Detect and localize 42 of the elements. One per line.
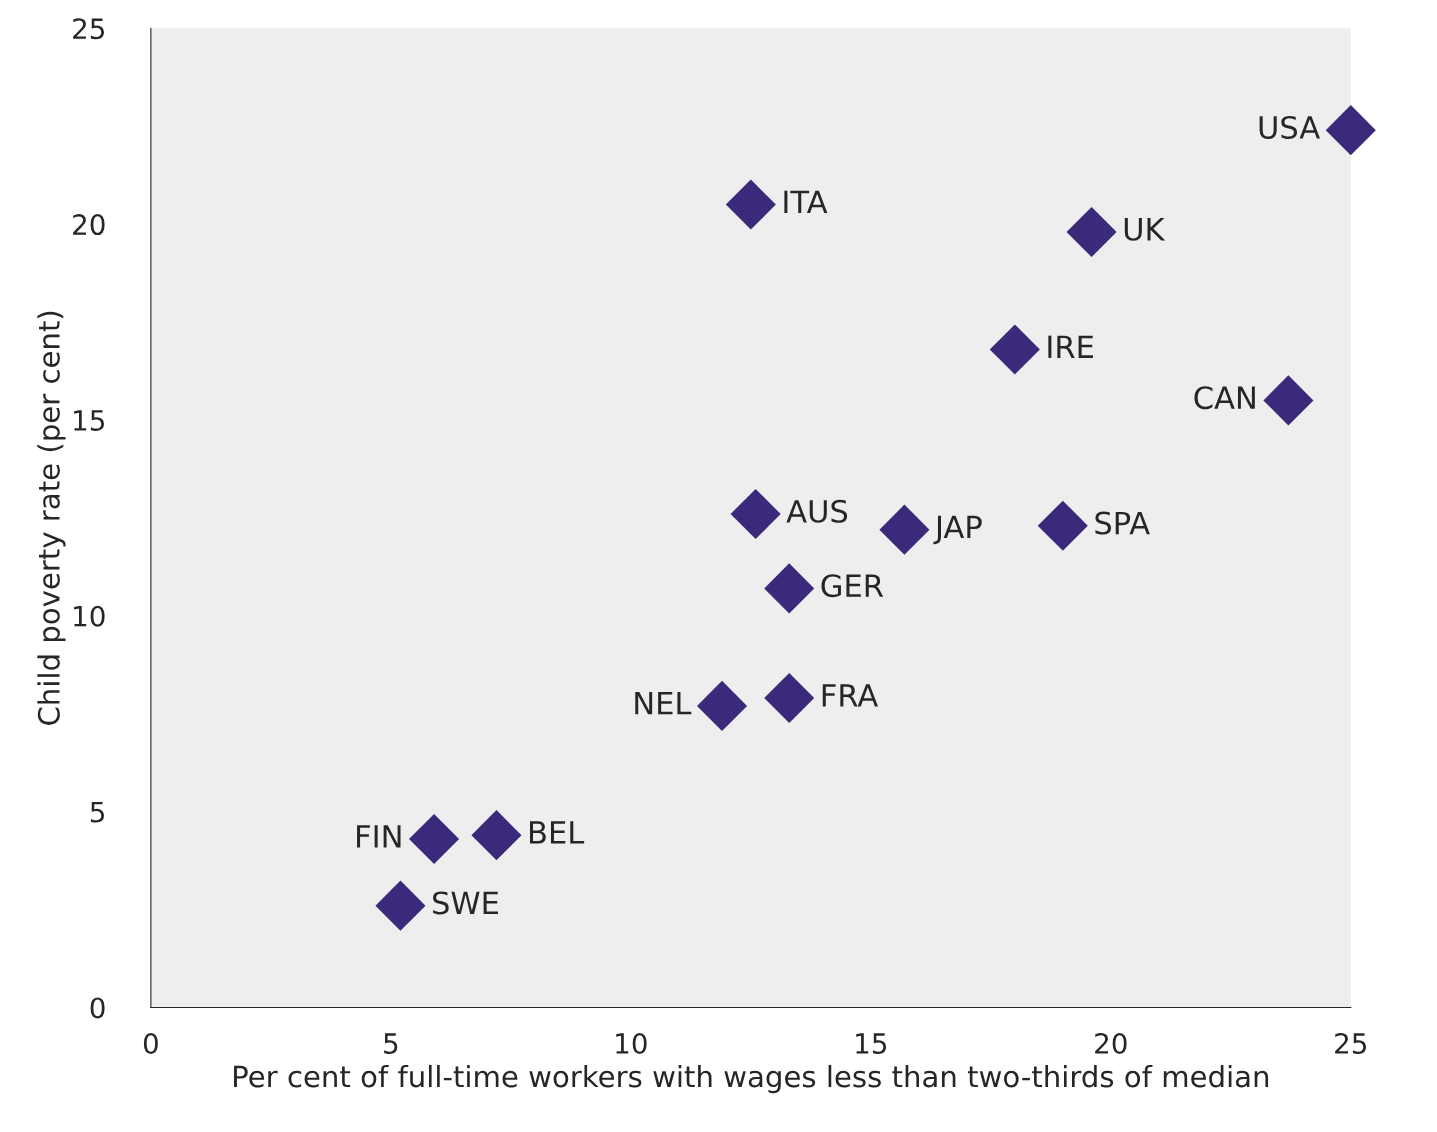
y-axis-title: Child poverty rate (per cent) [37,311,66,725]
annotation: SPA [1095,511,1150,535]
annotation: SWE [433,891,498,915]
y-tick-label: 25 [73,18,105,40]
point [1066,206,1117,258]
annotation: BEL [530,821,585,844]
annotation: NEL [635,692,692,715]
annotation: FRA [822,684,879,707]
annotation: FIN [357,825,401,848]
y-tick-label: 20 [73,214,105,236]
annotation: ITA [784,190,828,213]
x-tick-label: 0 [143,1032,158,1054]
point [697,680,748,731]
point [879,504,930,555]
annotation: USA [1259,115,1320,139]
x-tick-label: 25 [1335,1032,1367,1054]
x-axis-title: Per cent of full-time workers with wages less than two-thirds of median [234,1064,1269,1094]
point [764,563,815,614]
y-tick-label: 10 [74,605,105,627]
annotation: UK [1124,218,1166,241]
annotation: JAP [933,515,982,545]
y-tick-label: 0 [90,997,105,1019]
point [1325,105,1376,156]
annotation: IRE [1048,335,1093,358]
point [1263,375,1314,426]
point [471,810,522,861]
point [409,814,460,865]
point [764,673,815,724]
point [1037,500,1088,551]
annotation: CAN [1194,386,1255,410]
point [989,324,1040,375]
point [375,880,426,931]
point [725,179,776,230]
annotation: AUS [786,499,848,523]
y-tick-label: 5 [90,801,105,823]
x-tick-label: 10 [616,1032,647,1054]
annotation: GER [821,574,884,598]
x-tick-label: 15 [856,1033,887,1054]
x-tick-label: 20 [1095,1032,1127,1054]
x-tick-label: 5 [384,1033,398,1054]
point [730,488,781,540]
y-tick-label: 15 [74,410,105,431]
